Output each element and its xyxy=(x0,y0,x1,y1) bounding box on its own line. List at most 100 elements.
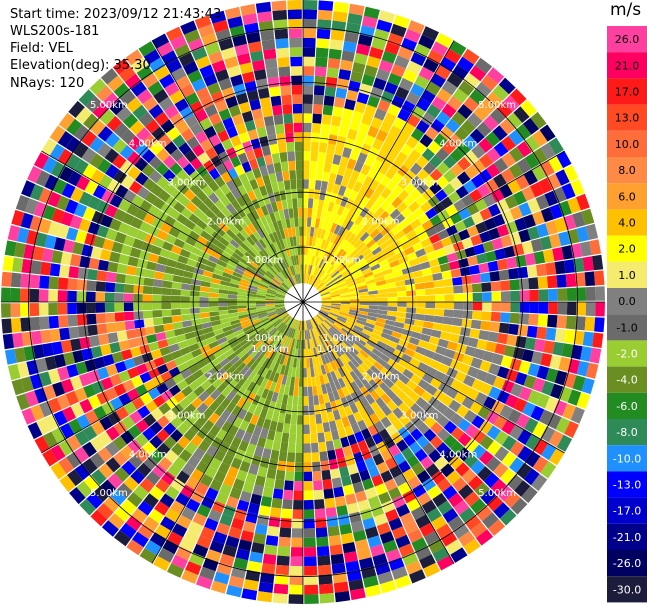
radar-gate xyxy=(305,254,308,265)
radar-gate xyxy=(259,185,268,197)
radar-gate xyxy=(556,274,567,288)
radar-gate xyxy=(491,188,505,203)
radar-gate xyxy=(457,432,472,447)
radar-gate xyxy=(332,11,348,23)
radar-gate xyxy=(57,148,73,166)
radar-gate xyxy=(366,255,377,264)
radar-gate xyxy=(453,293,464,302)
radar-gate xyxy=(311,442,319,453)
radar-gate xyxy=(316,282,324,290)
radar-gate xyxy=(273,19,288,30)
radar-gate xyxy=(340,299,351,302)
radar-gate xyxy=(472,310,483,320)
radar-gate xyxy=(338,69,352,81)
radar-gate xyxy=(431,515,447,531)
radar-gate xyxy=(428,336,440,346)
radar-gate xyxy=(285,316,292,325)
radar-gate xyxy=(49,263,61,277)
radar-gate xyxy=(515,123,532,141)
radar-gate xyxy=(264,58,278,69)
radar-gate xyxy=(552,247,564,262)
radar-gate xyxy=(82,164,97,180)
radar-gate xyxy=(143,413,157,427)
radar-gate xyxy=(523,169,538,186)
radar-gate xyxy=(242,325,253,332)
radar-gate xyxy=(242,481,255,494)
radar-gate xyxy=(352,269,362,277)
radar-gate xyxy=(275,321,283,329)
radar-gate xyxy=(134,276,145,286)
radar-gate xyxy=(78,218,92,232)
radar-gate xyxy=(289,575,303,586)
radar-gate xyxy=(153,88,169,104)
radar-gate xyxy=(295,226,300,237)
radar-gate xyxy=(307,320,311,330)
radar-gate xyxy=(312,256,318,266)
radar-gate xyxy=(286,452,296,463)
radar-gate xyxy=(240,319,251,326)
radar-gate xyxy=(170,416,183,429)
radar-gate xyxy=(152,197,166,210)
radar-gate xyxy=(190,195,203,208)
radar-gate xyxy=(354,400,365,412)
range-ring-label: 1.00km xyxy=(245,255,283,266)
radar-gate xyxy=(343,167,354,179)
radar-gate xyxy=(377,288,388,294)
radar-gate xyxy=(97,158,112,174)
radar-gate xyxy=(436,555,454,571)
colorbar-segment xyxy=(607,261,647,288)
radar-gate xyxy=(544,396,559,413)
radar-gate xyxy=(379,382,390,393)
radar-gate xyxy=(242,452,254,464)
radar-gate xyxy=(318,0,334,11)
radar-gate xyxy=(235,332,246,340)
radar-gate xyxy=(297,415,303,425)
radar-gate xyxy=(303,47,316,57)
radar-gate xyxy=(497,333,509,345)
radar-gate xyxy=(114,231,127,244)
radar-gate xyxy=(536,393,550,409)
radar-gate xyxy=(455,462,470,477)
radar-gate xyxy=(254,523,268,535)
radar-gate xyxy=(289,170,297,180)
radar-gate xyxy=(399,261,411,270)
radar-gate xyxy=(409,218,422,230)
radar-gate xyxy=(93,356,106,370)
radar-gate xyxy=(373,271,384,279)
radar-gate xyxy=(477,183,491,198)
radar-gate xyxy=(170,67,187,82)
radar-gate xyxy=(175,492,190,507)
radar-gate xyxy=(179,248,191,258)
radar-gate xyxy=(437,338,449,349)
radar-gate xyxy=(242,272,253,279)
radar-gate xyxy=(378,59,394,73)
radar-gate xyxy=(266,390,274,401)
radar-gate xyxy=(356,257,367,266)
radar-gate xyxy=(283,258,290,268)
radar-gate xyxy=(168,366,181,378)
radar-gate xyxy=(300,349,303,359)
radar-gate xyxy=(249,348,259,359)
radar-gate xyxy=(500,468,516,485)
radar-gate xyxy=(290,414,298,425)
radar-gate xyxy=(480,272,491,283)
radar-gate xyxy=(352,327,362,335)
radar-gate xyxy=(388,487,402,500)
radar-gate xyxy=(227,298,237,302)
radar-gate xyxy=(507,474,523,491)
radar-gate xyxy=(245,266,256,274)
radar-gate xyxy=(492,125,508,141)
radar-gate xyxy=(90,169,105,184)
radar-gate xyxy=(278,451,288,462)
radar-gate xyxy=(113,421,128,436)
radar-gate xyxy=(441,103,457,118)
radar-gate xyxy=(201,322,212,329)
radar-gate xyxy=(554,217,568,233)
radar-gate xyxy=(450,212,463,225)
radar-gate xyxy=(299,368,303,378)
range-ring-label: 5.00km xyxy=(478,100,516,111)
radar-gate xyxy=(239,490,252,503)
radar-gate xyxy=(338,313,348,319)
radar-gate xyxy=(425,81,441,96)
radar-gate xyxy=(185,476,200,490)
